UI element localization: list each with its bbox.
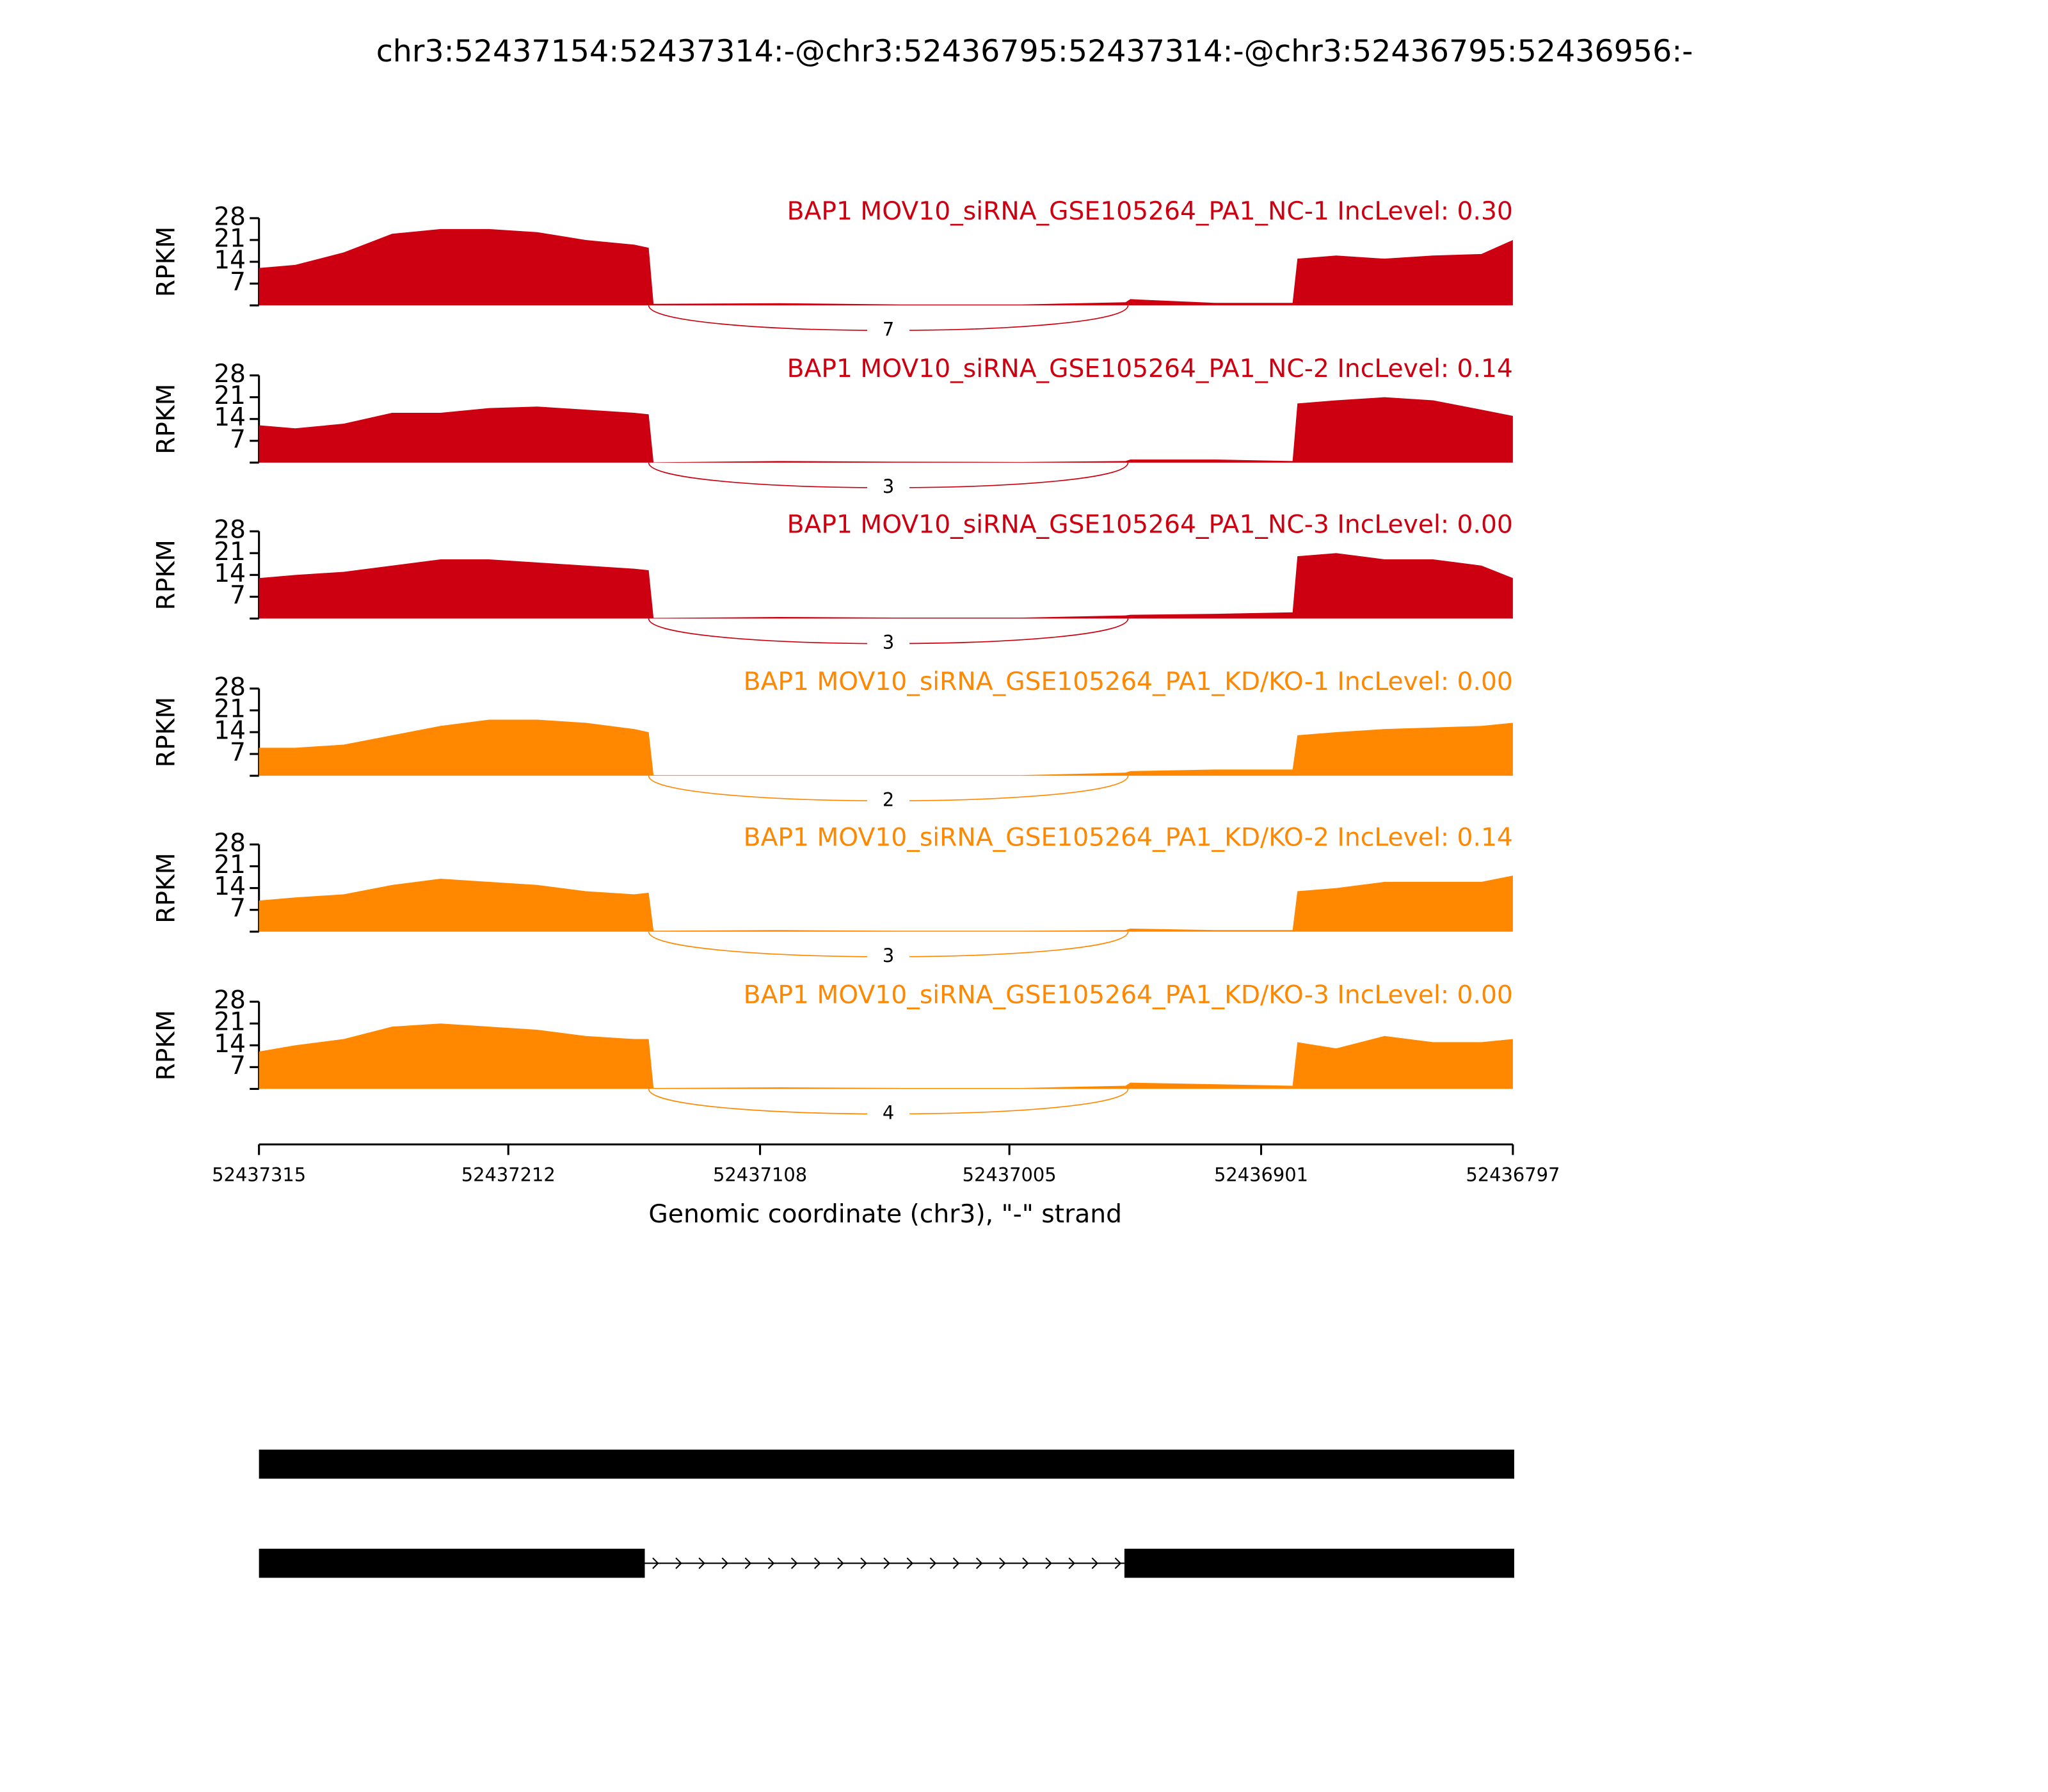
x-tick-label: 52437005	[963, 1164, 1057, 1186]
track-title: BAP1 MOV10_siRNA_GSE105264_PA1_KD/KO-1 I…	[744, 668, 1513, 696]
isoform-exon	[259, 1450, 1514, 1479]
intron-arrows	[652, 1557, 1122, 1569]
y-tick-label: 7	[230, 894, 246, 923]
y-tick-label: 28	[214, 202, 246, 231]
junction-label: 3	[883, 476, 894, 497]
junction-label-bg	[867, 318, 910, 342]
y-axis-label: RPKM	[152, 383, 181, 454]
y-tick-label: 21	[214, 224, 246, 253]
isoform-exon	[1124, 1548, 1514, 1578]
junction-label: 4	[883, 1102, 894, 1124]
coverage-area	[259, 553, 1513, 619]
y-tick-label: 7	[230, 425, 246, 454]
track-title: BAP1 MOV10_siRNA_GSE105264_PA1_KD/KO-2 I…	[744, 824, 1513, 852]
y-tick-label: 28	[214, 829, 246, 858]
junction-label-bg	[867, 632, 910, 656]
x-tick-label: 52436797	[1466, 1164, 1560, 1186]
y-tick-label: 7	[230, 1052, 246, 1080]
x-axis-label: Genomic coordinate (chr3), "-" strand	[648, 1200, 1122, 1229]
coverage-area	[259, 1023, 1513, 1089]
y-tick-label: 21	[214, 381, 246, 410]
y-axis-label: RPKM	[152, 1010, 181, 1080]
y-tick-label: 21	[214, 694, 246, 723]
y-tick-label: 14	[214, 717, 246, 746]
junction-label-bg	[867, 476, 910, 500]
track-title: BAP1 MOV10_siRNA_GSE105264_PA1_NC-2 IncL…	[787, 355, 1513, 383]
track-title: BAP1 MOV10_siRNA_GSE105264_PA1_NC-3 IncL…	[787, 510, 1513, 539]
junction-label: 2	[883, 788, 894, 810]
y-axis-label: RPKM	[152, 852, 181, 923]
x-tick-label: 52437315	[212, 1164, 306, 1186]
y-tick-label: 21	[214, 1008, 246, 1037]
coverage-area	[259, 228, 1513, 306]
y-tick-label: 7	[230, 739, 246, 767]
y-tick-label: 14	[214, 559, 246, 588]
junction-label: 3	[883, 945, 894, 966]
chart-title: chr3:52437154:52437314:-@chr3:52436795:5…	[376, 34, 1693, 69]
y-axis-label: RPKM	[152, 540, 181, 610]
junction-label-bg	[867, 788, 910, 813]
y-tick-label: 28	[214, 360, 246, 388]
x-tick-label: 52436901	[1214, 1164, 1308, 1186]
y-tick-label: 28	[214, 673, 246, 701]
isoforms	[259, 1450, 1514, 1578]
isoform-exon	[259, 1548, 645, 1578]
track-title: BAP1 MOV10_siRNA_GSE105264_PA1_NC-1 IncL…	[787, 197, 1513, 226]
junction-label: 7	[883, 318, 894, 340]
y-axis-label: RPKM	[152, 227, 181, 297]
x-tick-label: 52437212	[461, 1164, 556, 1186]
y-axis-label: RPKM	[152, 697, 181, 767]
y-tick-label: 21	[214, 851, 246, 879]
y-tick-label: 21	[214, 538, 246, 566]
coverage-area	[259, 719, 1513, 776]
y-tick-label: 14	[214, 1030, 246, 1059]
junction-label: 3	[883, 632, 894, 653]
y-tick-label: 28	[214, 986, 246, 1015]
y-tick-label: 28	[214, 516, 246, 545]
track-title: BAP1 MOV10_siRNA_GSE105264_PA1_KD/KO-3 I…	[744, 980, 1513, 1009]
y-tick-label: 7	[230, 581, 246, 610]
y-tick-label: 14	[214, 403, 246, 432]
junction-label-bg	[867, 945, 910, 969]
junction-label-bg	[867, 1102, 910, 1126]
y-tick-label: 14	[214, 246, 246, 275]
y-tick-label: 7	[230, 268, 246, 297]
y-tick-label: 14	[214, 872, 246, 901]
coverage-area	[259, 876, 1513, 932]
coverage-area	[259, 397, 1513, 463]
x-tick-label: 52437108	[713, 1164, 807, 1186]
